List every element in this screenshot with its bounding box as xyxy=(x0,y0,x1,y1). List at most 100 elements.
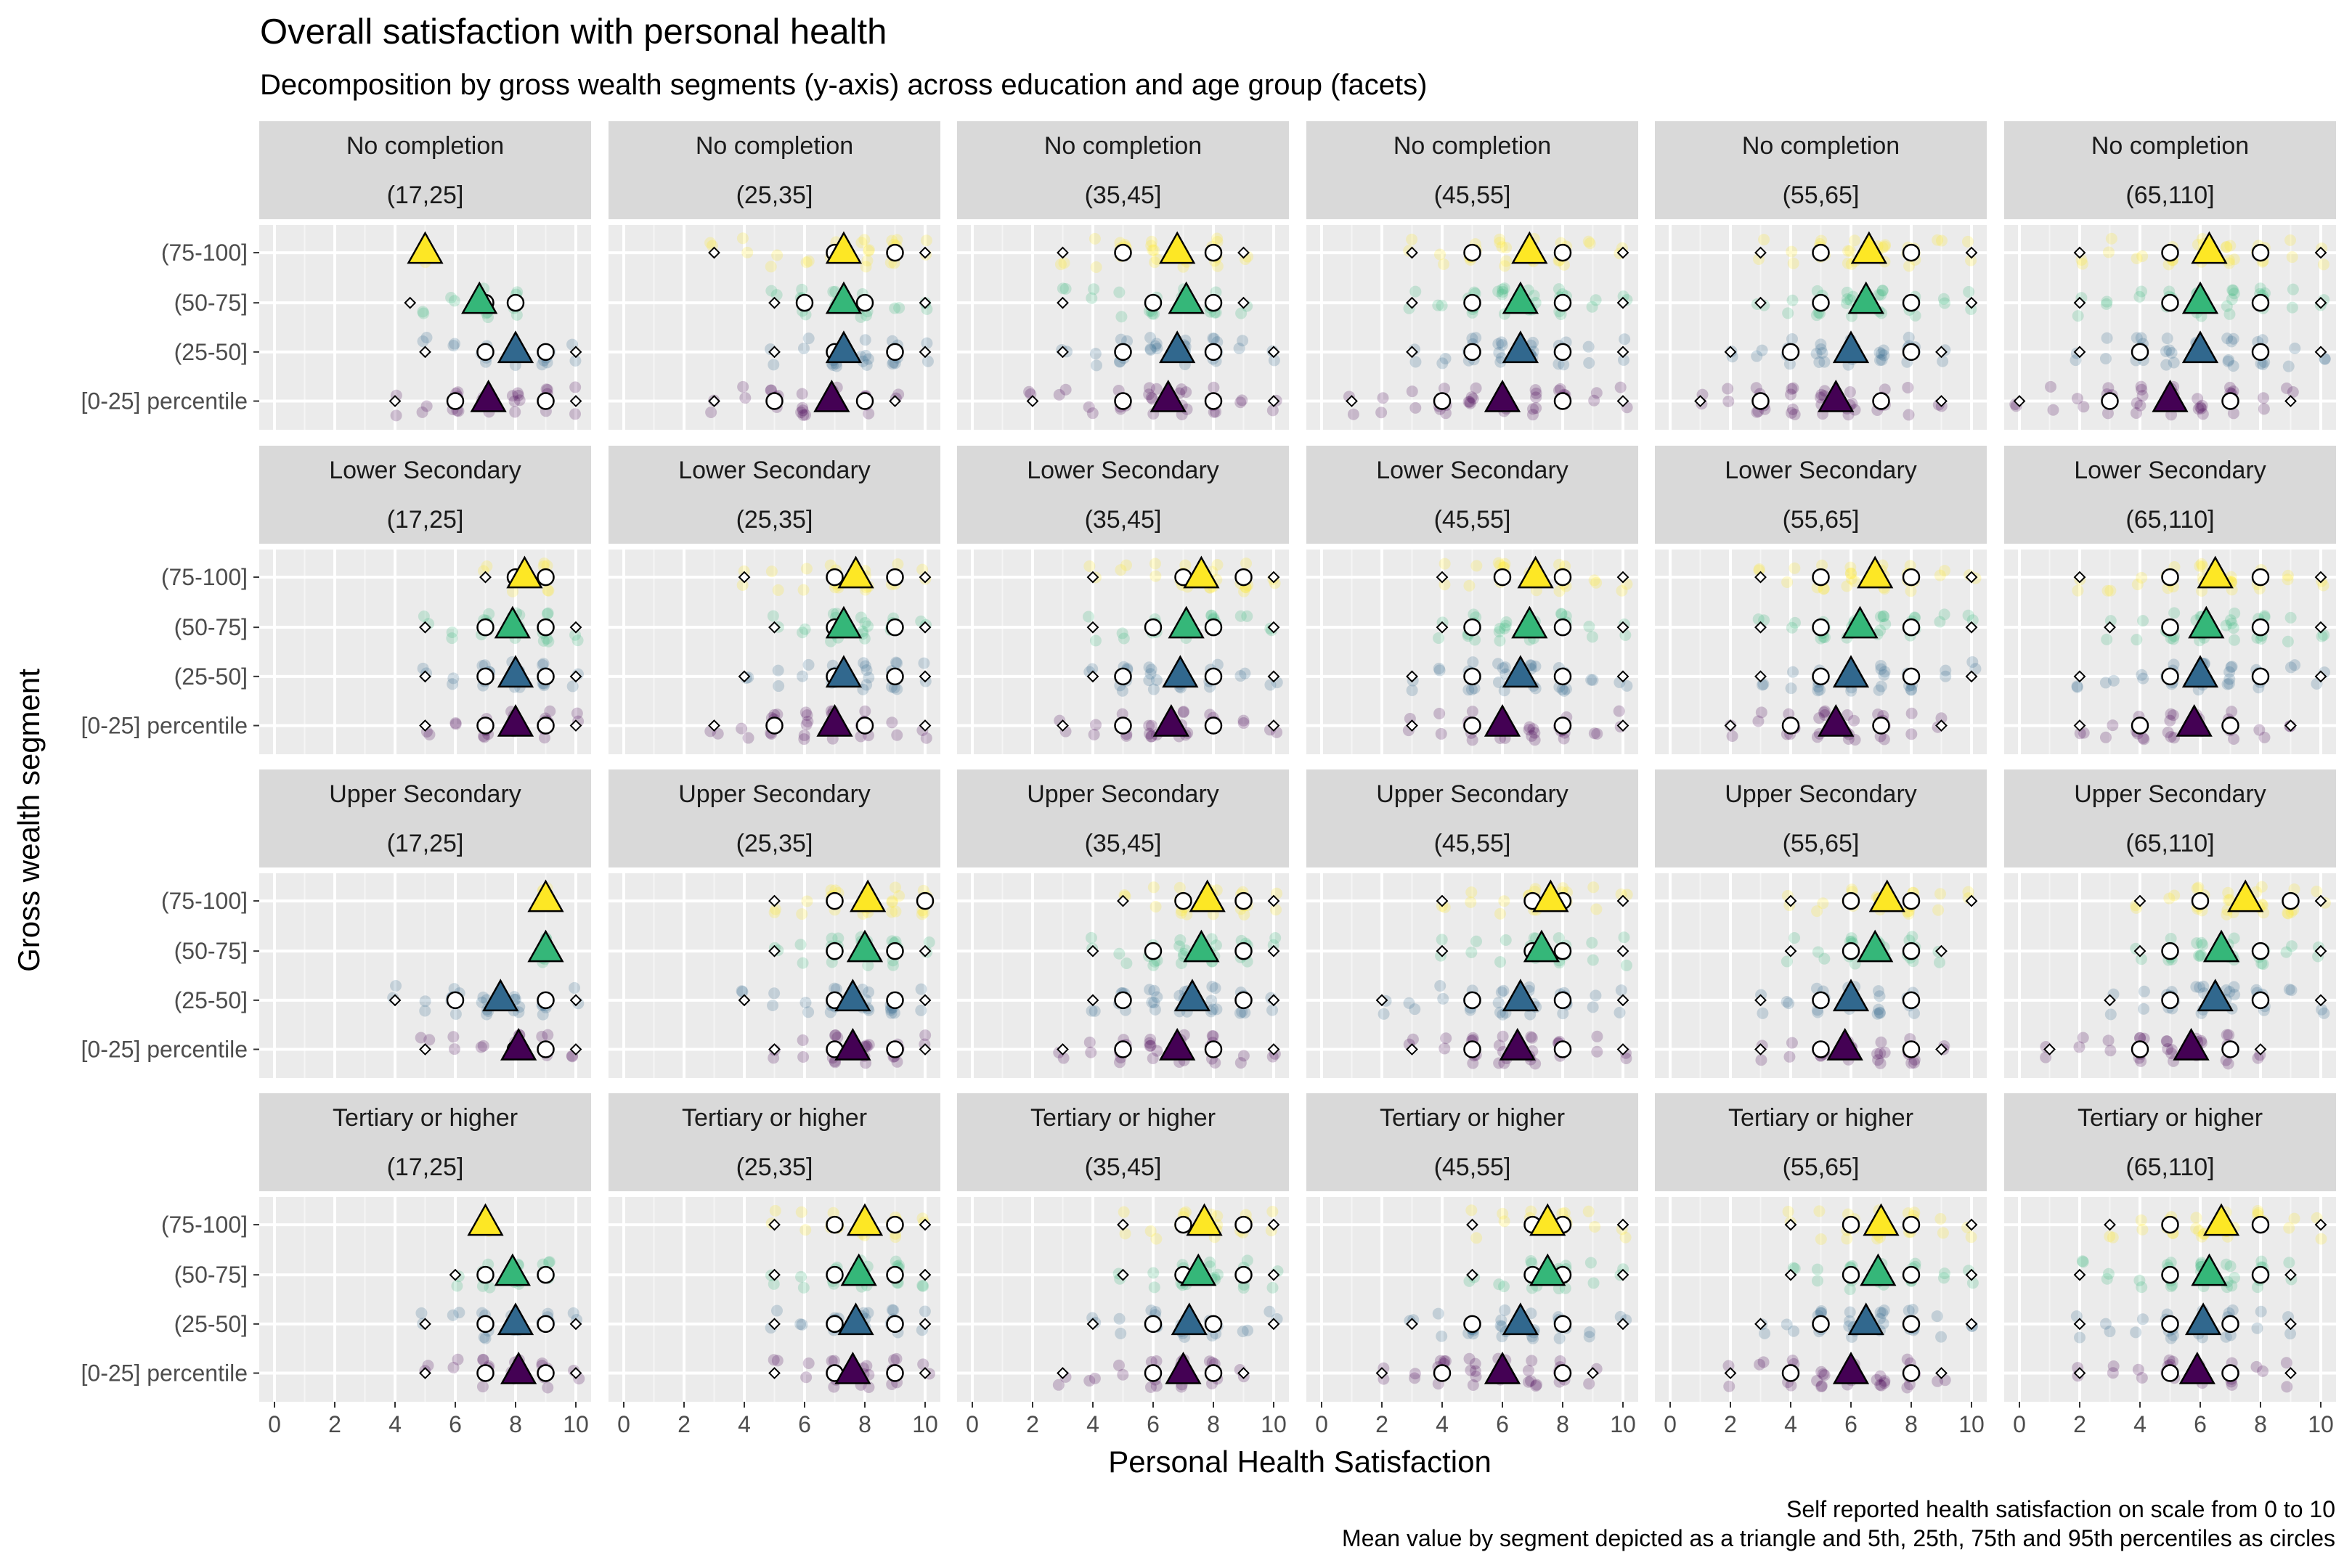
percentile-25-75-marker xyxy=(2131,343,2149,362)
percentile-25-75-marker xyxy=(1553,243,1572,262)
percentile-25-75-marker xyxy=(2131,1040,2149,1058)
raw-point xyxy=(1496,288,1508,301)
raw-point xyxy=(1499,622,1511,634)
raw-point xyxy=(1088,728,1100,740)
percentile-25-75-marker xyxy=(476,343,495,362)
percentile-5-95-marker xyxy=(1616,571,1629,584)
percentile-25-75-marker xyxy=(476,667,495,686)
raw-point xyxy=(2316,630,2328,642)
raw-point xyxy=(1497,1207,1509,1220)
raw-point xyxy=(2107,1231,2119,1244)
raw-point xyxy=(923,936,935,948)
raw-point xyxy=(1465,1204,1478,1217)
percentile-5-95-marker xyxy=(388,395,402,407)
raw-point xyxy=(1903,907,1915,920)
raw-point xyxy=(2136,383,2148,396)
raw-point xyxy=(1149,901,1162,913)
percentile-5-95-marker xyxy=(2104,621,2116,634)
raw-point xyxy=(1818,583,1830,595)
raw-point xyxy=(1495,336,1507,348)
raw-point xyxy=(2162,726,2174,738)
raw-point xyxy=(1120,957,1133,970)
raw-point xyxy=(920,732,932,744)
raw-point xyxy=(1811,1263,1823,1275)
raw-point xyxy=(2289,659,2301,671)
raw-point xyxy=(476,996,488,1008)
raw-point xyxy=(390,979,402,992)
raw-point xyxy=(1873,1007,1886,1019)
y-tick-label: (50-75] xyxy=(174,1262,248,1288)
raw-point xyxy=(1436,357,1449,369)
percentile-25-75-marker xyxy=(1902,1315,1921,1334)
raw-point xyxy=(2226,1304,2239,1316)
raw-point xyxy=(1786,332,1798,345)
raw-point xyxy=(1270,904,1282,916)
raw-point xyxy=(1874,1047,1887,1059)
raw-point xyxy=(1906,931,1918,943)
facet-strip-age: (25,35] xyxy=(736,830,813,857)
raw-point xyxy=(1813,712,1826,724)
percentile-25-75-marker xyxy=(2251,667,2270,686)
raw-point xyxy=(1583,357,1595,369)
raw-point xyxy=(1434,980,1446,992)
raw-point xyxy=(797,626,809,639)
facet-strip-age: (35,45] xyxy=(1085,830,1162,857)
percentile-5-95-marker xyxy=(919,296,932,309)
raw-point xyxy=(891,234,903,246)
raw-point xyxy=(1494,356,1507,368)
raw-point xyxy=(1117,1368,1129,1381)
raw-point xyxy=(1500,242,1513,254)
percentile-25-75-marker xyxy=(2251,1265,2270,1284)
raw-point xyxy=(542,1381,554,1394)
raw-point xyxy=(1879,618,1892,630)
percentile-25-75-marker xyxy=(765,392,784,410)
raw-point xyxy=(1234,670,1247,682)
percentile-5-95-marker xyxy=(768,346,781,359)
mean-triangle xyxy=(470,379,507,412)
raw-point xyxy=(2223,666,2236,678)
raw-point xyxy=(2228,732,2240,745)
raw-point xyxy=(2221,300,2233,312)
percentile-5-95-marker xyxy=(919,621,932,634)
raw-point xyxy=(917,1358,929,1371)
raw-point xyxy=(415,1032,427,1044)
raw-point xyxy=(1620,959,1632,971)
raw-point xyxy=(1143,388,1155,401)
raw-point xyxy=(1434,248,1446,261)
percentile-5-95-marker xyxy=(1616,994,1629,1007)
raw-point xyxy=(765,285,778,297)
facet-panel: Lower Secondary (25,35] xyxy=(609,446,940,754)
raw-point xyxy=(1116,708,1128,720)
raw-point xyxy=(1841,297,1853,309)
raw-point xyxy=(1088,1005,1101,1017)
raw-point xyxy=(1492,997,1505,1009)
raw-point xyxy=(2220,619,2232,632)
raw-point xyxy=(1470,935,1483,947)
raw-point xyxy=(1439,407,1452,420)
mean-triangle xyxy=(1499,1027,1536,1061)
raw-point xyxy=(2167,709,2179,722)
raw-point xyxy=(2099,353,2112,365)
raw-point xyxy=(1722,395,1735,407)
raw-point xyxy=(796,283,808,295)
raw-point xyxy=(1526,1032,1538,1044)
raw-point xyxy=(1812,685,1824,697)
raw-point xyxy=(1785,682,1797,695)
facet-panel: Lower Secondary (17,25] [0-25] percentile (… xyxy=(81,446,591,754)
percentile-25-75-marker xyxy=(1781,716,1800,735)
raw-point xyxy=(2223,381,2236,393)
raw-point xyxy=(1588,574,1600,587)
raw-point xyxy=(2194,401,2207,413)
percentile-5-95-marker xyxy=(419,719,431,732)
percentile-25-75-marker xyxy=(1553,392,1572,410)
raw-point xyxy=(1874,611,1887,623)
raw-point xyxy=(1937,1227,1949,1239)
raw-point xyxy=(1526,409,1539,421)
raw-point xyxy=(1437,992,1449,1005)
x-tick-label: 6 xyxy=(1496,1411,1509,1437)
raw-point xyxy=(1209,1057,1221,1069)
y-tick-label: (25-50] xyxy=(174,339,248,365)
mean-triangle xyxy=(482,979,519,1012)
raw-point xyxy=(1787,257,1799,269)
raw-point xyxy=(887,358,899,370)
